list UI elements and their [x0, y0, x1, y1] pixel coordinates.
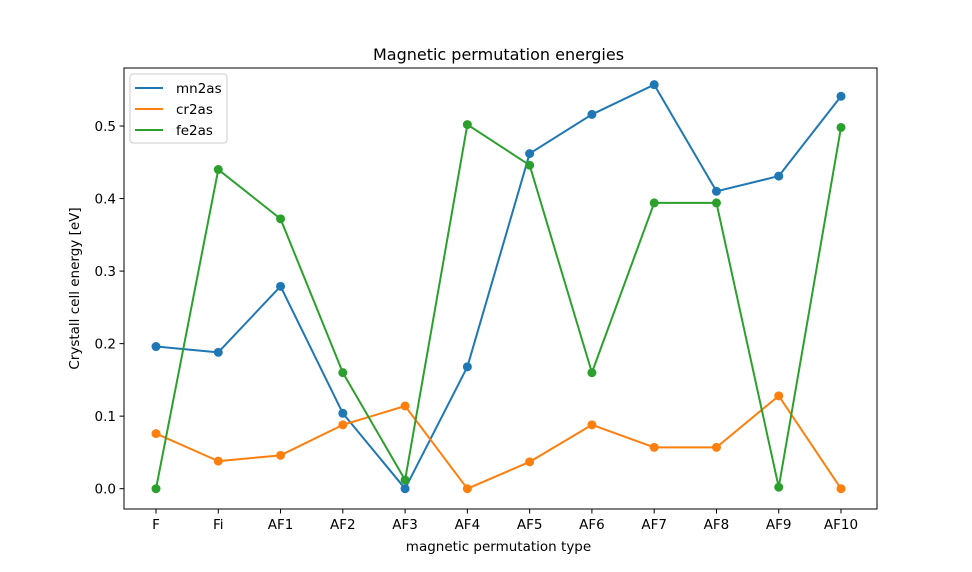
data-point — [774, 171, 784, 181]
y-tick-label: 0.3 — [95, 264, 116, 280]
data-point — [462, 484, 472, 494]
data-point — [151, 429, 161, 439]
data-point — [276, 214, 286, 224]
x-tick-label: AF7 — [641, 517, 667, 533]
series-mn2as — [151, 80, 846, 494]
data-point — [213, 165, 223, 175]
data-point — [400, 401, 410, 411]
legend-frame — [129, 73, 228, 144]
x-tick-label: Fi — [213, 517, 224, 533]
data-point — [525, 149, 535, 159]
data-point — [774, 482, 784, 492]
axes-frame — [123, 67, 878, 510]
data-point — [587, 368, 597, 378]
data-point — [213, 456, 223, 466]
data-point — [711, 186, 721, 196]
x-tick-label: AF5 — [517, 517, 543, 533]
x-tick-label: AF10 — [824, 517, 858, 533]
x-axis: F Fi AF1 AF2 AF3 AF4 AF5 AF6 AF7 AF8 AF9 AF10 — [152, 509, 858, 533]
plot-area — [151, 80, 846, 494]
data-point — [711, 442, 721, 452]
data-point — [649, 80, 659, 90]
data-point — [649, 442, 659, 452]
data-point — [525, 160, 535, 170]
legend-label: mn2as — [176, 81, 222, 97]
series-cr2as — [151, 391, 846, 494]
data-point — [836, 484, 846, 494]
data-point — [338, 368, 348, 378]
data-point — [587, 420, 597, 430]
data-point — [151, 484, 161, 494]
legend-label: fe2as — [176, 123, 213, 139]
data-point — [462, 120, 472, 130]
y-axis: 0.0 0.1 0.2 0.3 0.4 0.5 — [95, 119, 124, 498]
y-tick-label: 0.0 — [95, 482, 116, 498]
x-tick-label: AF4 — [455, 517, 481, 533]
x-axis-label: magnetic permutation type — [406, 539, 591, 555]
y-tick-label: 0.1 — [95, 409, 116, 425]
data-point — [276, 450, 286, 460]
y-tick-label: 0.4 — [95, 192, 116, 208]
data-point — [400, 475, 410, 485]
data-point — [213, 347, 223, 357]
x-tick-label: AF8 — [704, 517, 730, 533]
data-point — [649, 198, 659, 208]
data-point — [587, 109, 597, 119]
legend-label: cr2as — [176, 102, 213, 118]
data-point — [836, 122, 846, 132]
x-tick-label: AF6 — [579, 517, 605, 533]
y-tick-label: 0.5 — [95, 119, 116, 135]
x-tick-label: AF2 — [330, 517, 356, 533]
legend: mn2as cr2as fe2as — [129, 73, 228, 144]
x-tick-label: AF1 — [268, 517, 294, 533]
data-point — [276, 281, 286, 291]
x-tick-label: F — [152, 517, 160, 533]
data-point — [774, 391, 784, 401]
data-point — [338, 408, 348, 418]
x-tick-label: AF3 — [392, 517, 418, 533]
series-line — [155, 394, 842, 490]
data-point — [400, 484, 410, 494]
data-point — [525, 457, 535, 467]
series-line — [155, 123, 842, 489]
chart-title: Magnetic permutation energies — [373, 45, 624, 64]
data-point — [338, 420, 348, 430]
series-line — [155, 83, 842, 490]
data-point — [151, 342, 161, 352]
data-point — [462, 362, 472, 372]
series-fe2as — [151, 120, 846, 494]
data-point — [711, 198, 721, 208]
y-tick-label: 0.2 — [95, 337, 116, 353]
y-axis-label: Crystall cell energy [eV] — [67, 207, 83, 369]
x-tick-label: AF9 — [766, 517, 792, 533]
data-point — [836, 91, 846, 101]
